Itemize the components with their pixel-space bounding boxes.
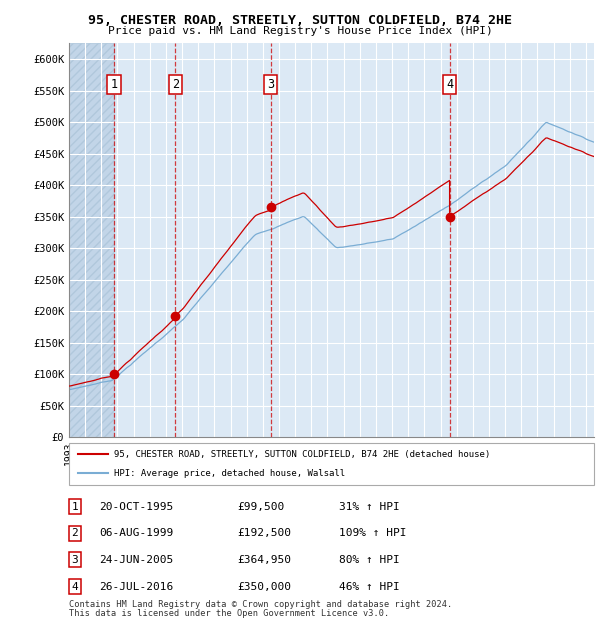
Text: £350,000: £350,000 bbox=[237, 582, 291, 591]
Text: 31% ↑ HPI: 31% ↑ HPI bbox=[339, 502, 400, 512]
Text: HPI: Average price, detached house, Walsall: HPI: Average price, detached house, Wals… bbox=[113, 469, 345, 478]
Text: 24-JUN-2005: 24-JUN-2005 bbox=[99, 555, 173, 565]
Text: 2: 2 bbox=[71, 528, 79, 538]
Text: 109% ↑ HPI: 109% ↑ HPI bbox=[339, 528, 407, 538]
Text: 26-JUL-2016: 26-JUL-2016 bbox=[99, 582, 173, 591]
Text: 4: 4 bbox=[446, 78, 453, 91]
Text: 46% ↑ HPI: 46% ↑ HPI bbox=[339, 582, 400, 591]
Text: Price paid vs. HM Land Registry's House Price Index (HPI): Price paid vs. HM Land Registry's House … bbox=[107, 26, 493, 36]
Text: 1: 1 bbox=[71, 502, 79, 512]
Text: 4: 4 bbox=[71, 582, 79, 591]
Text: 3: 3 bbox=[267, 78, 274, 91]
Text: 3: 3 bbox=[71, 555, 79, 565]
Text: 95, CHESTER ROAD, STREETLY, SUTTON COLDFIELD, B74 2HE (detached house): 95, CHESTER ROAD, STREETLY, SUTTON COLDF… bbox=[113, 450, 490, 459]
Bar bbox=[69, 43, 114, 437]
Text: This data is licensed under the Open Government Licence v3.0.: This data is licensed under the Open Gov… bbox=[69, 608, 389, 618]
Text: 80% ↑ HPI: 80% ↑ HPI bbox=[339, 555, 400, 565]
Text: 95, CHESTER ROAD, STREETLY, SUTTON COLDFIELD, B74 2HE: 95, CHESTER ROAD, STREETLY, SUTTON COLDF… bbox=[88, 14, 512, 27]
Text: £192,500: £192,500 bbox=[237, 528, 291, 538]
Text: 2: 2 bbox=[172, 78, 179, 91]
Text: Contains HM Land Registry data © Crown copyright and database right 2024.: Contains HM Land Registry data © Crown c… bbox=[69, 600, 452, 609]
Text: 06-AUG-1999: 06-AUG-1999 bbox=[99, 528, 173, 538]
Text: 1: 1 bbox=[110, 78, 118, 91]
Text: £99,500: £99,500 bbox=[237, 502, 284, 512]
Text: £364,950: £364,950 bbox=[237, 555, 291, 565]
Text: 20-OCT-1995: 20-OCT-1995 bbox=[99, 502, 173, 512]
